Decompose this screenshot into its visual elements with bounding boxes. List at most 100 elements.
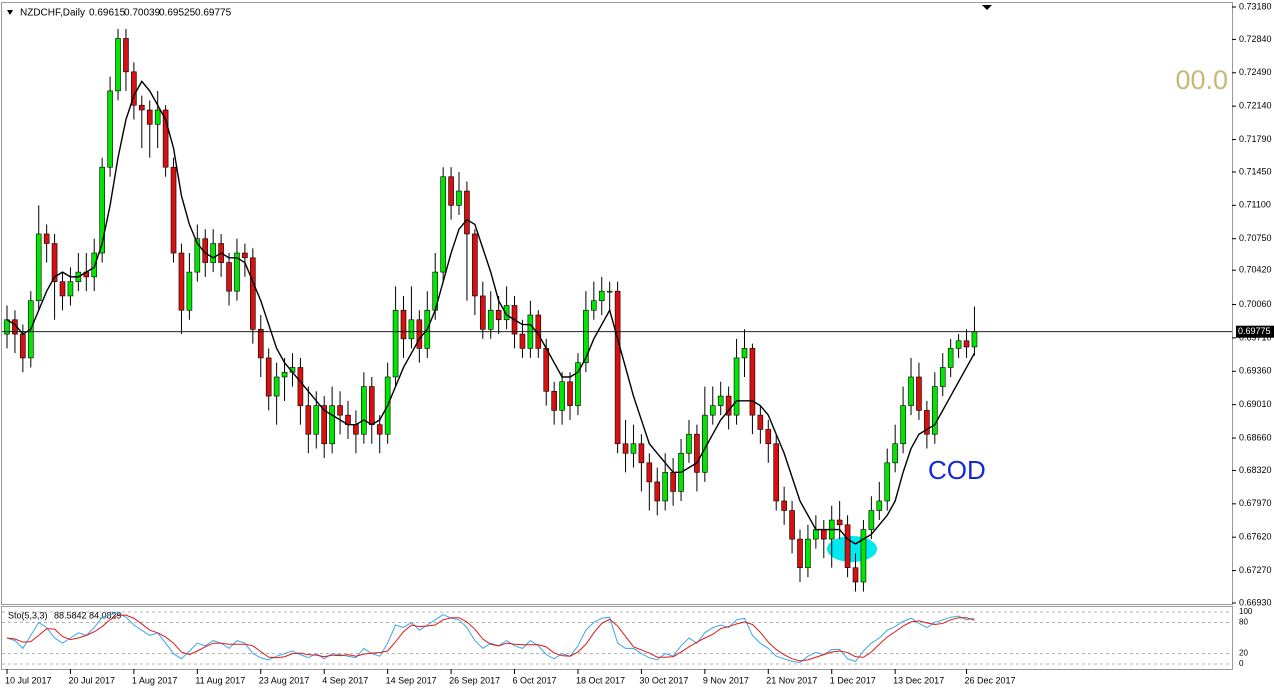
- candle-body: [725, 395, 732, 416]
- candle-body: [702, 414, 708, 473]
- x-tick-label: 26 Dec 2017: [965, 675, 1016, 685]
- x-tick-label: 10 Jul 2017: [5, 675, 52, 685]
- candle-body: [606, 290, 613, 293]
- candle-body: [900, 405, 906, 445]
- header-close: 0.69775: [195, 8, 232, 19]
- x-tick-label: 18 Oct 2017: [576, 675, 625, 685]
- candle-body: [99, 166, 105, 254]
- y-tick-label: 0.69010: [1239, 399, 1272, 409]
- y-tick-label: 0.70060: [1239, 299, 1272, 309]
- candle-body: [765, 429, 772, 445]
- candle-body: [456, 190, 462, 206]
- indicator-name: Sto(5,3,3): [8, 610, 48, 620]
- candle-body: [709, 405, 716, 416]
- candle-body: [178, 252, 185, 311]
- candle-body: [876, 500, 883, 511]
- annotation: 00.0: [1175, 65, 1228, 95]
- y-tick-label: 0.68660: [1239, 432, 1272, 442]
- indicator-pane: [1, 606, 1233, 670]
- candle-body: [575, 362, 581, 406]
- x-tick-label: 6 Oct 2017: [513, 675, 557, 685]
- candle-body: [630, 443, 637, 454]
- candle-body: [321, 405, 328, 445]
- x-tick-label: 9 Nov 2017: [703, 675, 749, 685]
- y-tick-label: 0.72490: [1239, 67, 1272, 77]
- current-price-label: 0.69775: [1238, 326, 1271, 336]
- candle-body: [813, 529, 819, 540]
- candle-body: [297, 367, 304, 406]
- y-tick-label: 0.67620: [1239, 532, 1272, 542]
- candle-body: [59, 281, 66, 297]
- candle-body: [567, 381, 573, 406]
- candle-body: [836, 519, 843, 526]
- candle-body: [337, 405, 343, 416]
- candle-body: [146, 109, 153, 125]
- candle-body: [91, 252, 98, 278]
- candle-body: [614, 290, 621, 445]
- candle-body: [495, 309, 502, 321]
- candle-body: [503, 305, 510, 321]
- candle-body: [908, 376, 914, 406]
- candle-body: [392, 309, 399, 378]
- candle-body: [662, 472, 668, 502]
- shift-marker: [982, 5, 992, 10]
- candle-body: [194, 238, 201, 273]
- candle-body: [591, 300, 597, 311]
- candle-body: [20, 333, 26, 359]
- candle-body: [479, 295, 486, 330]
- candle-body: [250, 257, 256, 330]
- candle-body: [115, 38, 121, 92]
- y-tick-label: 0.72840: [1239, 34, 1272, 44]
- annotation: COD: [928, 455, 986, 485]
- y-tick-label: 0.72140: [1239, 101, 1272, 111]
- y-tick-label: 0.71100: [1239, 200, 1271, 210]
- candle-body: [131, 71, 137, 106]
- candle-body: [416, 319, 423, 349]
- candle-body: [107, 90, 113, 168]
- candle-body: [939, 367, 946, 387]
- x-tick-label: 11 Aug 2017: [195, 675, 245, 685]
- y-tick-label: 0.67270: [1239, 565, 1272, 575]
- header-low: 0.69525: [159, 8, 196, 19]
- candle-body: [353, 424, 359, 435]
- indicator-tick-label: 0: [1239, 659, 1244, 668]
- candle-body: [329, 405, 335, 445]
- candle-body: [273, 376, 280, 397]
- indicator-line: [6, 612, 975, 663]
- candle-body: [448, 176, 454, 206]
- candle-body: [305, 405, 312, 435]
- candle-body: [234, 252, 240, 292]
- candle-body: [376, 424, 383, 435]
- x-tick-label: 1 Aug 2017: [132, 675, 178, 685]
- x-tick-label: 1 Dec 2017: [830, 675, 876, 685]
- candle-body: [868, 510, 875, 530]
- candle-body: [368, 386, 375, 425]
- indicator-line: [6, 614, 975, 662]
- moving-average: [6, 80, 976, 545]
- candle-body: [892, 443, 898, 464]
- candle-body: [440, 176, 446, 273]
- candle-body: [162, 109, 169, 168]
- menu-marker: [7, 10, 13, 15]
- candle-body: [947, 348, 954, 368]
- x-tick-label: 20 Jul 2017: [68, 675, 115, 685]
- y-tick-label: 0.70750: [1239, 233, 1272, 243]
- candle-body: [186, 271, 193, 311]
- candle-body: [932, 386, 938, 435]
- candle-body: [139, 104, 145, 111]
- candle-body: [773, 443, 780, 502]
- candle-body: [257, 329, 264, 359]
- candle-body: [741, 348, 748, 359]
- indicator-tick-label: 100: [1239, 607, 1253, 616]
- candle-body: [916, 376, 922, 411]
- candle-body: [646, 462, 653, 483]
- indicator-tick-label: 80: [1239, 618, 1248, 627]
- candle-body: [170, 166, 177, 254]
- x-tick-label: 14 Sep 2017: [386, 675, 437, 685]
- candle-body: [559, 381, 565, 411]
- candle-body: [210, 243, 216, 263]
- candle-body: [638, 443, 645, 464]
- candle-body: [400, 309, 407, 340]
